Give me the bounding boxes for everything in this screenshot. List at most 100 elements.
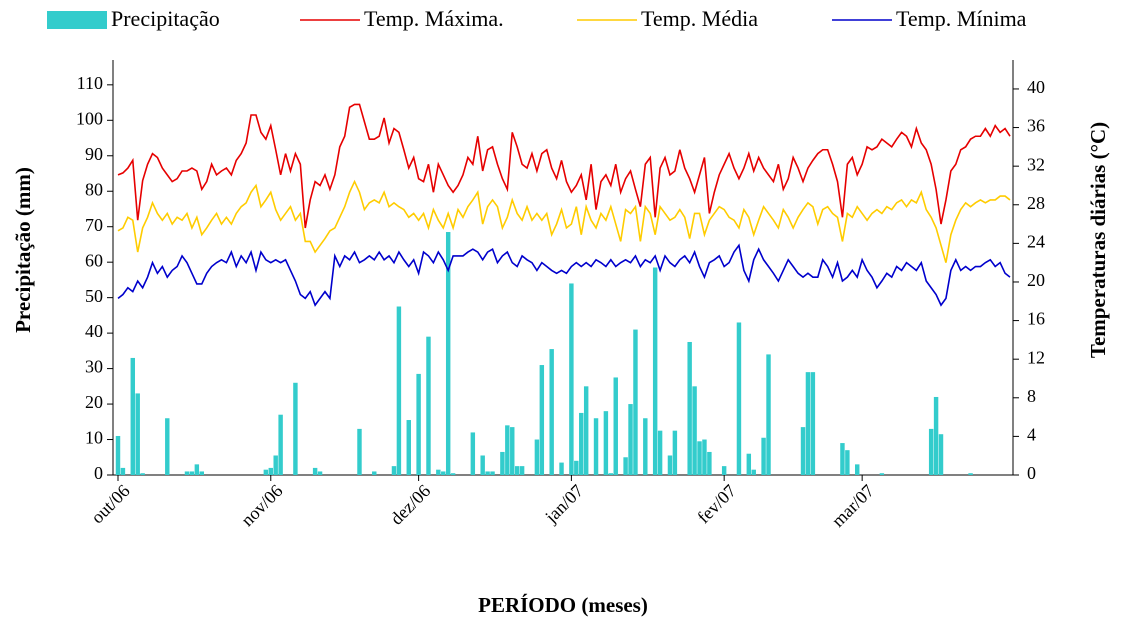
- precipitation-bar: [534, 439, 540, 475]
- precipitation-bar: [721, 466, 727, 475]
- y-tick-label: 40: [85, 321, 103, 341]
- precipitation-bar: [441, 471, 446, 475]
- x-tick-label: mar/07: [828, 481, 878, 531]
- precipitation-bar: [933, 396, 939, 475]
- precipitation-bar: [470, 432, 476, 475]
- precipitation-bar: [120, 467, 126, 475]
- precipitation-bar: [115, 435, 121, 475]
- precipitation-bar: [500, 451, 505, 475]
- precipitation-bar: [692, 386, 697, 475]
- precipitation-bar: [436, 469, 441, 475]
- temperature-line: [117, 103, 1011, 229]
- precipitation-bar: [968, 473, 973, 475]
- precipitation-bar: [317, 471, 323, 475]
- precipitation-bar: [510, 427, 515, 475]
- legend-label: Temp. Máxima.: [364, 6, 504, 31]
- y2-tick-label: 0: [1027, 463, 1036, 483]
- precipitation-bar: [293, 382, 298, 475]
- precipitation-bar: [751, 469, 756, 475]
- precipitation-bar: [593, 418, 599, 475]
- precipitation-bar: [672, 430, 678, 475]
- precipitation-bar: [490, 471, 495, 475]
- precipitation-bar: [263, 469, 269, 475]
- precipitation-bar: [766, 354, 771, 475]
- precipitation-bar: [643, 418, 648, 475]
- precipitation-bar: [485, 471, 490, 475]
- precipitation-bar: [628, 404, 633, 475]
- legend-swatch: [47, 11, 107, 29]
- precipitation-bar: [574, 460, 579, 475]
- y2-tick-label: 16: [1027, 309, 1045, 329]
- precipitation-bar: [539, 365, 545, 475]
- y-tick-label: 80: [85, 179, 103, 199]
- y2-tick-label: 20: [1027, 270, 1045, 290]
- precipitation-bar: [702, 439, 707, 475]
- x-tick-label: out/06: [87, 481, 134, 528]
- precipitation-bar: [140, 473, 145, 475]
- precipitation-bar: [312, 467, 318, 475]
- y2-tick-label: 12: [1027, 347, 1045, 367]
- temperature-line: [117, 243, 1011, 307]
- precipitation-bar: [445, 232, 451, 475]
- precipitation-bar: [761, 437, 766, 475]
- precipitation-bar: [603, 411, 609, 475]
- y2-tick-label: 36: [1027, 116, 1045, 136]
- precipitation-bar: [549, 349, 554, 475]
- y2-tick-label: 24: [1027, 231, 1045, 251]
- precipitation-bar: [559, 462, 564, 475]
- y-tick-label: 20: [85, 392, 103, 412]
- precipitation-bar: [130, 357, 136, 475]
- x-tick-label: jan/07: [540, 481, 587, 528]
- precipitation-bar: [938, 434, 944, 475]
- y-tick-label: 50: [85, 286, 103, 306]
- precipitation-bar: [579, 412, 584, 475]
- precipitation-bar: [928, 428, 934, 475]
- precipitation-bar: [879, 473, 885, 475]
- x-tick-label: nov/06: [237, 481, 287, 531]
- precipitation-bar: [416, 373, 421, 475]
- y-tick-label: 70: [85, 215, 103, 235]
- precipitation-bar: [613, 377, 618, 475]
- y2-tick-label: 32: [1027, 154, 1045, 174]
- x-tick-label: dez/06: [386, 481, 434, 529]
- y2-tick-label: 28: [1027, 193, 1045, 213]
- y2-tick-label: 8: [1027, 386, 1036, 406]
- legend-label: Temp. Média: [641, 6, 758, 31]
- precipitation-bar: [667, 455, 673, 475]
- precipitation-bar: [707, 451, 712, 475]
- y-axis-title: Precipitação (mm): [11, 167, 35, 333]
- precipitation-bar: [268, 467, 273, 475]
- y-tick-label: 110: [77, 73, 103, 93]
- precipitation-bar: [194, 464, 200, 475]
- y-tick-label: 60: [85, 250, 103, 270]
- precipitation-bar: [189, 471, 195, 475]
- precipitation-bar: [391, 466, 397, 475]
- precipitation-bar: [810, 372, 816, 475]
- y2-tick-label: 4: [1027, 425, 1036, 445]
- precipitation-bar: [697, 441, 702, 475]
- y-tick-label: 10: [85, 428, 103, 448]
- temperature-line: [117, 179, 1011, 263]
- precipitation-bar: [583, 386, 589, 475]
- legend-label: Precipitação: [111, 6, 220, 31]
- precipitation-bar: [396, 306, 402, 475]
- precipitation-bar: [505, 425, 510, 475]
- precipitation-bar: [652, 267, 658, 475]
- precipitation-bar: [135, 393, 140, 475]
- x-axis-title: PERÍODO (meses): [478, 593, 648, 617]
- precipitation-bar: [372, 471, 377, 475]
- precipitation-bar: [569, 283, 574, 475]
- y-tick-label: 100: [76, 108, 103, 128]
- precipitation-bar: [608, 473, 614, 475]
- precipitation-bar: [736, 322, 742, 475]
- y2-tick-label: 40: [1027, 77, 1045, 97]
- x-tick-label: fev/07: [693, 481, 740, 528]
- precipitation-bar: [278, 414, 283, 475]
- precipitation-bar: [514, 466, 520, 475]
- precipitation-bar: [426, 336, 431, 475]
- legend-label: Temp. Mínima: [896, 6, 1027, 31]
- precipitation-bar: [657, 430, 663, 475]
- precipitation-bar: [623, 457, 628, 475]
- precipitation-bar: [480, 455, 485, 475]
